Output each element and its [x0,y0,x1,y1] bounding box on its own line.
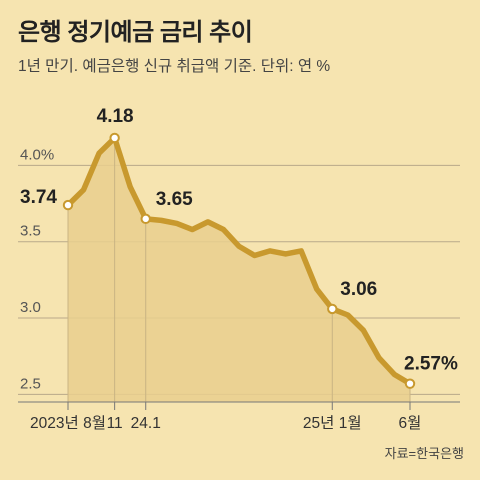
data-point-marker [327,303,338,315]
y-tick-label: 4.0% [20,146,54,163]
series-line [65,135,413,387]
y-tick-label: 2.5 [20,375,41,392]
data-label: 3.74 [20,187,57,208]
y-tick-label: 3.0 [20,299,41,316]
chart-subtitle: 1년 만기. 예금은행 신규 취급액 기준. 단위: 연 % [18,58,331,75]
area-fill [68,137,410,402]
data-label: 3.65 [156,189,193,210]
source-note: 자료=한국은행 [384,446,464,461]
data-label: 3.06 [340,279,377,300]
x-tick-label: 24.1 [131,415,161,432]
y-tick-label: 3.5 [20,223,41,240]
data-label: 4.18 [97,106,134,127]
data-point-marker [404,378,416,389]
data-point-marker [109,132,120,144]
data-label: 2.57% [404,354,458,375]
x-tick-label: 2023년 8월 [30,414,106,432]
data-point-marker [62,199,74,211]
x-tick-label: 11 [107,415,123,432]
data-point-marker [140,213,151,225]
x-tick-label: 25년 1월 [303,414,362,432]
chart-title: 은행 정기예금 금리 추이 [18,19,253,46]
x-tick-label: 6월 [399,414,422,432]
